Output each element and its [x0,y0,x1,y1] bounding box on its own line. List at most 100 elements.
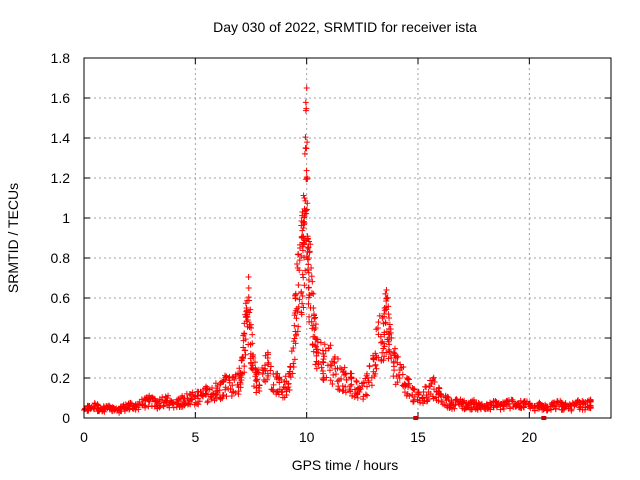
data-point [267,367,274,374]
data-point [587,396,594,403]
data-point [386,331,393,338]
data-point [142,404,149,411]
data-point [386,315,393,321]
data-point [312,321,319,328]
data-point [170,404,177,411]
data-point [547,406,554,413]
data-point [504,397,511,404]
data-point [138,401,145,408]
data-point [308,318,315,325]
data-point [335,355,342,362]
data-point [242,351,249,358]
data-point [219,395,226,402]
data-point [165,392,172,399]
data-point [294,328,301,335]
data-point [305,284,312,291]
data-point [339,383,346,390]
data-point [366,363,373,370]
y-tick-label: 1.4 [51,130,71,146]
data-point [391,345,398,352]
data-point [306,248,313,255]
data-point [422,383,429,390]
x-tick-label: 15 [410,429,426,445]
data-point [319,376,326,383]
data-point [290,360,297,367]
data-point [321,353,328,360]
data-point [267,363,274,370]
data-point [305,277,312,284]
data-point [516,403,523,410]
data-point [467,405,474,412]
data-point [554,399,561,405]
data-point [382,290,389,297]
y-tick-label: 0 [62,410,70,426]
gap-marker [413,416,419,420]
y-tick-label: 0.6 [51,290,71,306]
data-point [249,340,256,347]
data-point [380,313,387,320]
data-point [535,405,542,412]
data-point [292,340,299,347]
data-point [301,195,308,201]
data-point [476,402,483,409]
data-point [283,392,290,399]
data-point [241,369,248,376]
data-point [120,401,127,408]
data-point [202,390,209,397]
data-point [275,391,282,398]
y-tick-label: 1.6 [51,90,71,106]
data-point [301,150,308,157]
data-point [255,366,262,373]
data-point [410,398,417,405]
data-point [582,401,589,408]
data-point [557,397,564,404]
data-point [405,375,412,382]
data-point [127,399,134,406]
data-point [236,365,243,372]
data-point [299,227,306,234]
data-point [305,255,312,261]
data-point [302,134,309,141]
data-point [410,386,417,393]
data-point [296,267,303,274]
data-point [220,378,227,385]
data-point [244,316,251,323]
data-point [404,390,411,397]
data-point [385,303,392,310]
data-point [521,398,528,405]
data-point [390,349,397,356]
data-point [253,384,260,391]
data-point [265,359,272,366]
data-point [237,384,244,391]
data-point [264,361,271,368]
data-point [420,389,427,395]
x-tick-label: 10 [299,429,315,445]
data-point [368,382,375,389]
data-point [216,387,223,394]
data-point [149,394,156,401]
data-point [301,220,308,227]
data-point [562,400,569,407]
data-point [292,290,299,297]
data-point [302,99,309,106]
data-point [292,332,299,339]
data-point [438,398,445,405]
data-point [552,405,559,412]
data-point [318,364,325,371]
data-point [370,356,377,363]
data-point [276,386,283,393]
data-point [299,300,306,307]
data-point [142,397,149,404]
data-point [309,278,316,285]
data-point [289,370,296,377]
y-axis-label: SRMTID / TECUs [5,183,21,293]
data-point [381,329,388,336]
data-point [353,379,360,385]
data-point [116,406,123,413]
data-point [304,139,311,146]
data-point [291,335,298,342]
data-point [252,377,259,384]
data-point [302,267,309,274]
data-point [360,380,367,387]
data-point [373,365,380,372]
